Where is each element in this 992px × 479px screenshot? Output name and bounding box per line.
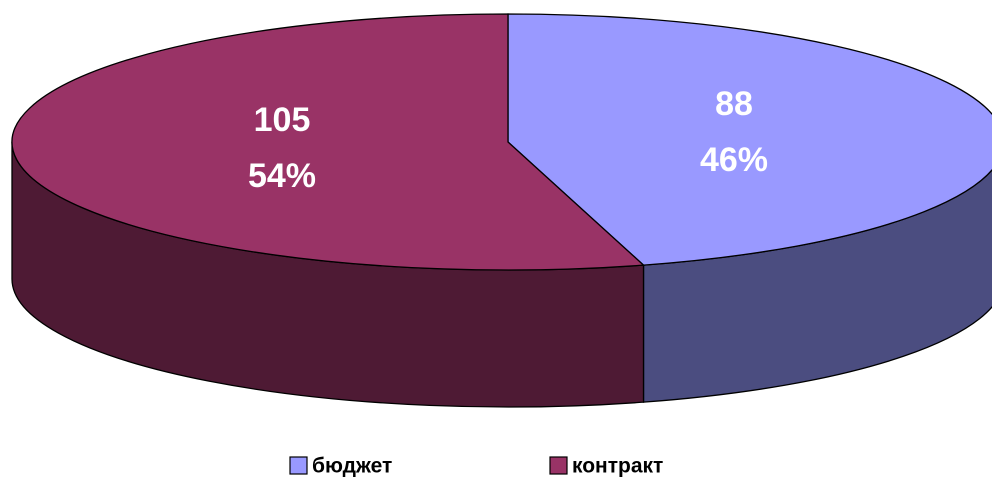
legend-label: контракт [572,455,663,478]
value-label: 88 [715,85,753,123]
percentage-label: 46% [700,141,768,179]
legend-swatch [549,456,568,475]
percentage-label: 54% [248,157,316,195]
pie-slice [11,13,646,271]
legend-swatch [289,456,308,475]
legend-label: бюджет [312,455,392,478]
pie-slice [507,13,992,266]
value-label: 105 [254,101,311,139]
